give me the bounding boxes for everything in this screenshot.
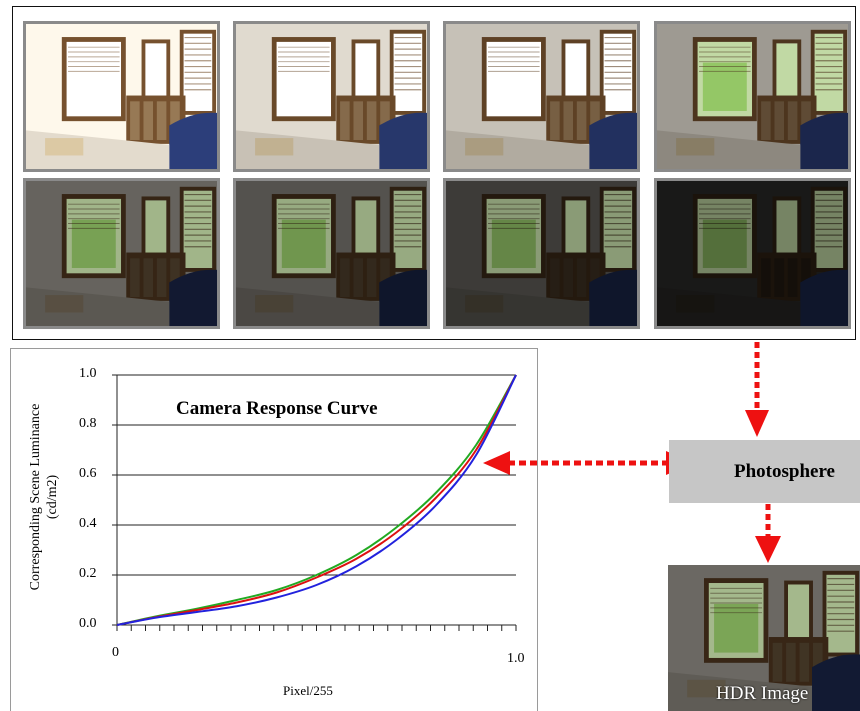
hdr-image	[668, 565, 860, 711]
x-tick-label: 1.0	[507, 651, 525, 666]
y-axis-label-line2: (cd/m2)	[45, 474, 60, 520]
y-tick-label: 0.4	[79, 516, 97, 531]
exposure-thumbnail	[654, 178, 851, 329]
hdr-image-caption: HDR Image	[716, 683, 809, 704]
exposure-thumbnail	[443, 178, 640, 329]
exposure-thumbnail	[23, 21, 220, 172]
y-tick-label: 0.2	[79, 566, 97, 581]
photosphere-label: Photosphere	[734, 460, 835, 482]
response-series-line	[116, 374, 517, 626]
response-curve-panel	[10, 348, 538, 711]
response-series-line	[116, 374, 517, 626]
y-tick-label: 0.8	[79, 416, 97, 431]
exposure-thumbnail	[23, 178, 220, 329]
x-tick-label: 0	[112, 645, 119, 660]
y-tick-label: 0.6	[79, 466, 97, 481]
exposure-thumbnail	[233, 178, 430, 329]
exposure-thumbnail	[443, 21, 640, 172]
exposure-bracket-panel	[12, 6, 856, 340]
chart-title: Camera Response Curve	[176, 398, 378, 419]
response-series-line	[116, 374, 517, 626]
exposure-thumbnail	[233, 21, 430, 172]
y-axis-label-line1: Corresponding Scene Luminance	[28, 403, 43, 591]
exposure-thumbnail	[654, 21, 851, 172]
y-tick-label: 1.0	[79, 366, 97, 381]
y-axis-label: Corresponding Scene Luminance (cd/m2)	[24, 362, 64, 632]
x-axis-label: Pixel/255	[283, 683, 333, 698]
y-tick-label: 0.0	[79, 616, 97, 631]
photosphere-node: Photosphere	[669, 440, 860, 503]
